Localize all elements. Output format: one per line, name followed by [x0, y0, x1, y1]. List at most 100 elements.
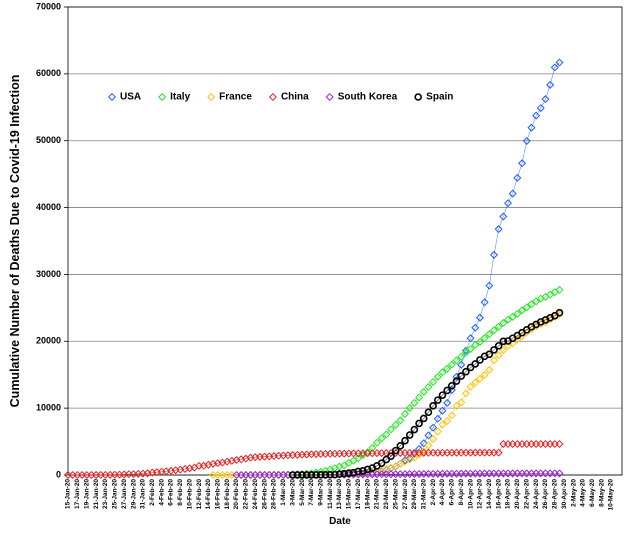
- data-point: [527, 123, 536, 132]
- x-tick-label: 4-May-20: [580, 479, 587, 507]
- data-point: [433, 372, 442, 381]
- data-point: [499, 346, 508, 355]
- data-point: [405, 403, 414, 412]
- data-point: [457, 398, 466, 407]
- data-point: [321, 470, 330, 479]
- data-point: [401, 436, 409, 445]
- legend-label: USA: [120, 92, 141, 103]
- x-tick-label: 29-Mar-20: [411, 479, 418, 510]
- legend-marker: [207, 92, 216, 102]
- legend-label: China: [281, 92, 309, 103]
- data-point: [377, 459, 386, 467]
- x-tick-label: 17-Jan-20: [74, 479, 81, 509]
- data-point: [489, 250, 498, 259]
- x-tick-label: 27-Jan-20: [121, 479, 128, 509]
- x-tick-label: 28-Feb-20: [271, 479, 278, 510]
- data-point: [461, 348, 470, 357]
- x-tick-label: 31-Jan-20: [140, 479, 147, 509]
- data-point: [522, 137, 531, 146]
- data-point: [429, 423, 438, 432]
- data-point: [471, 378, 480, 387]
- data-point: [415, 419, 423, 428]
- x-tick-label: 21-Jan-20: [93, 479, 100, 509]
- data-point: [518, 159, 527, 168]
- data-point: [419, 414, 428, 423]
- data-point: [438, 391, 447, 399]
- data-point: [410, 453, 419, 462]
- data-point: [288, 471, 297, 479]
- legend-marker: [268, 92, 277, 102]
- x-tick-label: 4-Apr-20: [439, 479, 446, 506]
- data-point: [363, 465, 372, 474]
- data-point: [494, 322, 503, 331]
- x-tick-label: 18-Feb-20: [224, 479, 231, 510]
- x-tick-label: 6-Apr-20: [449, 479, 456, 506]
- data-point: [475, 337, 484, 346]
- x-tick-label: 17-Mar-20: [355, 479, 362, 510]
- y-axis-title: Cumulative Number of Deaths Due to Covid…: [8, 75, 22, 408]
- data-point: [335, 462, 344, 471]
- x-axis-title: Date: [329, 516, 351, 527]
- data-point: [438, 420, 447, 429]
- data-point: [504, 315, 513, 324]
- data-point: [485, 281, 494, 290]
- data-point: [405, 431, 414, 439]
- x-tick-label: 29-Jan-20: [130, 479, 137, 509]
- data-point: [415, 444, 424, 454]
- x-tick-label: 5-Mar-20: [299, 479, 306, 506]
- series-markers: [288, 308, 564, 479]
- data-point: [447, 360, 456, 369]
- data-point: [326, 470, 334, 479]
- x-tick-label: 14-Apr-20: [486, 479, 493, 509]
- data-point: [372, 438, 381, 447]
- data-point: [475, 374, 484, 383]
- data-point: [433, 427, 442, 436]
- data-point: [555, 439, 564, 449]
- y-tick-label: 30000: [36, 269, 61, 279]
- data-point: [424, 408, 433, 417]
- series-line: [278, 62, 560, 476]
- series-line: [241, 289, 560, 476]
- data-point: [335, 470, 344, 478]
- x-tick-label: 8-Feb-20: [177, 479, 184, 506]
- data-point: [410, 425, 419, 434]
- data-point: [434, 396, 442, 404]
- data-point: [480, 370, 489, 379]
- data-point: [424, 383, 433, 392]
- data-point: [452, 377, 461, 385]
- series-line: [68, 443, 560, 476]
- data-point: [555, 469, 564, 478]
- x-tick-label: 16-Feb-20: [215, 479, 222, 510]
- x-tick-label: 1-Mar-20: [280, 479, 287, 506]
- data-point: [466, 363, 475, 372]
- x-tick-label: 26-Feb-20: [261, 479, 268, 510]
- data-point: [452, 401, 461, 410]
- x-tick-label: 9-Mar-20: [317, 479, 324, 506]
- x-tick-label: 24-Apr-20: [533, 479, 540, 509]
- data-point: [499, 318, 508, 327]
- x-tick-label: 22-Feb-20: [243, 479, 250, 510]
- data-point: [555, 308, 564, 317]
- data-point: [433, 414, 442, 423]
- data-point: [316, 471, 325, 479]
- x-tick-label: 25-Mar-20: [392, 479, 399, 510]
- data-point: [494, 225, 503, 234]
- data-point: [391, 420, 400, 429]
- legend-label: France: [219, 92, 252, 103]
- data-point: [429, 434, 438, 443]
- y-tick-label: 50000: [36, 135, 61, 145]
- data-point: [499, 212, 508, 221]
- x-tick-label: 10-Feb-20: [186, 479, 193, 510]
- data-point: [462, 367, 470, 376]
- x-tick-label: 7-Mar-20: [308, 479, 315, 506]
- data-point: [438, 406, 447, 415]
- data-point: [513, 173, 522, 182]
- x-tick-label: 15-Mar-20: [346, 479, 353, 510]
- legend-label: Spain: [426, 92, 453, 103]
- data-point: [391, 446, 400, 455]
- data-point: [452, 356, 461, 365]
- x-tick-label: 2-May-20: [570, 479, 577, 507]
- data-point: [466, 344, 475, 353]
- data-point: [410, 398, 419, 407]
- legend-marker: [325, 92, 334, 102]
